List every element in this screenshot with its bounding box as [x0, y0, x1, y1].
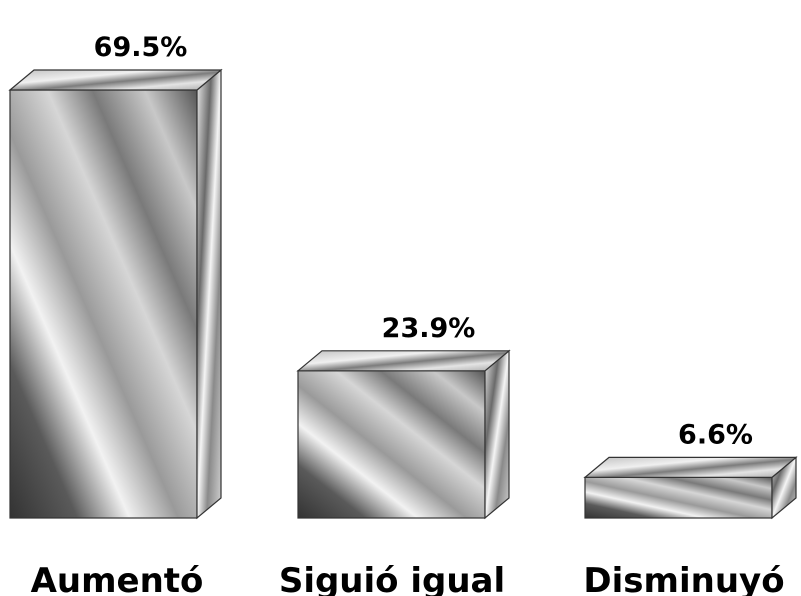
bars-layer — [8, 68, 798, 520]
value-label-aumento: 69.5% — [94, 32, 188, 63]
bar-siguio-igual — [296, 349, 511, 520]
bar-top-siguio-igual — [296, 350, 511, 372]
bar-side-aumento — [196, 68, 222, 520]
labels-layer: 69.5% Aumentó 23.9% Siguió igual 6.6% Disminu… — [31, 32, 785, 596]
bar-front-siguio-igual — [297, 370, 486, 519]
bar-front-disminuyo — [584, 476, 773, 519]
bar-aumento — [8, 68, 223, 520]
bar-front-aumento — [9, 89, 198, 519]
bar-disminuyo — [583, 456, 798, 520]
value-label-siguio-igual: 23.9% — [382, 313, 476, 344]
category-label-siguio-igual: Siguió igual — [279, 561, 505, 596]
category-label-aumento: Aumentó — [31, 561, 204, 596]
bar-top-disminuyo — [583, 456, 798, 478]
bar-side-siguio-igual — [484, 349, 510, 520]
bar-top-aumento — [8, 69, 223, 91]
category-label-disminuyo: Disminuyó — [583, 561, 784, 596]
value-label-disminuyo: 6.6% — [678, 419, 753, 450]
